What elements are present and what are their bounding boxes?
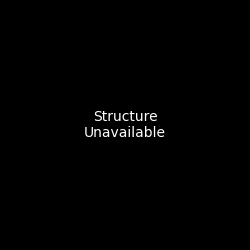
Text: Structure
Unavailable: Structure Unavailable — [84, 110, 166, 140]
